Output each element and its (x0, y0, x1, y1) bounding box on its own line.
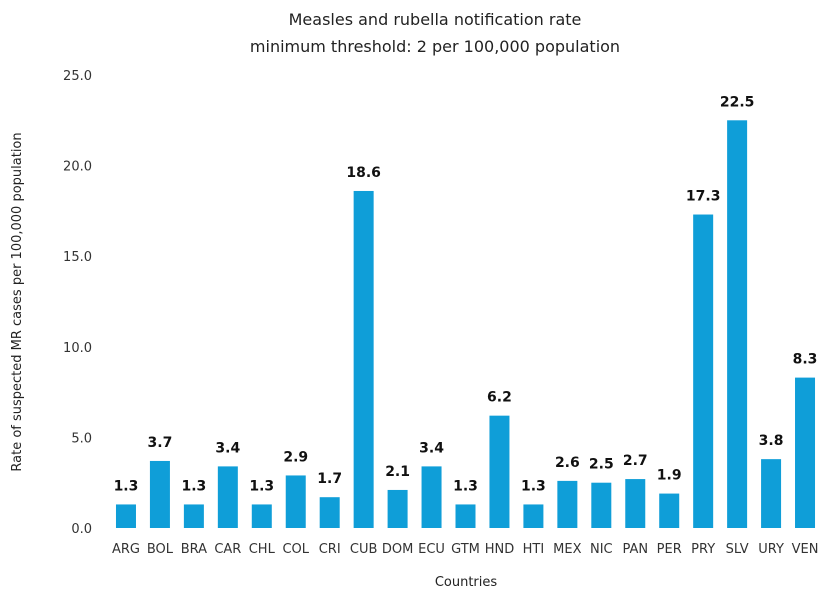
x-tick-label: URY (758, 542, 784, 557)
x-tick-label: DOM (382, 542, 413, 557)
data-label: 1.3 (521, 478, 546, 494)
data-label: 2.9 (283, 449, 308, 465)
data-label: 2.6 (555, 455, 580, 471)
y-tick-label: 20.0 (63, 160, 92, 175)
chart-subtitle: minimum threshold: 2 per 100,000 populat… (250, 37, 620, 56)
x-tick-label: NIC (590, 542, 613, 557)
x-tick-label: PAN (622, 542, 648, 557)
data-label: 1.3 (181, 478, 206, 494)
x-tick-label: VEN (792, 542, 819, 557)
x-tick-label: PRY (691, 542, 715, 557)
data-label: 1.9 (657, 468, 682, 484)
y-tick-label: 25.0 (63, 69, 92, 84)
bar-pry (693, 214, 714, 529)
data-label: 8.3 (793, 352, 818, 368)
data-label: 3.4 (215, 440, 240, 456)
bar-cub (353, 190, 374, 528)
bar-ury (761, 459, 782, 528)
x-axis-label: Countries (435, 575, 498, 590)
data-label: 2.1 (385, 464, 410, 480)
y-tick-label: 10.0 (63, 341, 92, 356)
x-tick-label: ECU (418, 542, 445, 557)
x-tick-label: CUB (350, 542, 378, 557)
bar-col (285, 475, 306, 528)
bar-gtm (455, 504, 476, 528)
x-tick-label: CHL (249, 542, 276, 557)
bar-ven (795, 377, 816, 528)
data-label: 2.7 (623, 453, 648, 469)
x-tick-label: ARG (112, 542, 140, 557)
data-label: 1.3 (249, 478, 274, 494)
data-label: 18.6 (346, 165, 381, 181)
y-axis-label: Rate of suspected MR cases per 100,000 p… (10, 132, 25, 471)
x-tick-label: SLV (726, 542, 749, 557)
bar-chl (251, 504, 272, 528)
bar-slv (727, 120, 748, 529)
y-tick-label: 15.0 (63, 250, 92, 265)
y-tick-label: 5.0 (71, 431, 92, 446)
x-tick-label: CAR (214, 542, 241, 557)
chart-title: Measles and rubella notification rate (289, 10, 582, 29)
data-label: 17.3 (686, 189, 721, 205)
y-tick-label: 0.0 (71, 522, 92, 537)
data-label: 3.8 (759, 433, 784, 449)
data-labels: 1.3 3.7 1.3 3.4 1.3 2.9 1.7 18.6 2.1 3.4 1.3 6.2 1.3… (114, 94, 818, 494)
bar-arg (115, 504, 136, 528)
data-label: 1.3 (114, 478, 139, 494)
data-label: 1.7 (317, 471, 342, 487)
data-label: 2.5 (589, 457, 614, 473)
bar-hnd (489, 415, 510, 528)
data-label: 3.4 (419, 440, 444, 456)
x-axis-ticks: ARG BOL BRA CAR CHL COL CRI CUB DOM ECU GTM HND HTI M… (112, 542, 818, 557)
bar-car (217, 466, 238, 528)
y-axis-ticks: 0.0 5.0 10.0 15.0 20.0 25.0 (63, 69, 92, 537)
data-label: 1.3 (453, 478, 478, 494)
bars (115, 120, 816, 529)
bar-bra (183, 504, 204, 528)
x-tick-label: BOL (147, 542, 174, 557)
x-tick-label: COL (282, 542, 309, 557)
bar-ecu (421, 466, 442, 528)
data-label: 22.5 (720, 94, 755, 110)
x-tick-label: BRA (181, 542, 207, 557)
data-label: 6.2 (487, 390, 512, 406)
bar-bol (149, 460, 170, 528)
bar-mex (557, 480, 578, 528)
bar-nic (591, 482, 612, 528)
x-tick-label: HND (485, 542, 515, 557)
x-tick-label: HTI (523, 542, 545, 557)
bar-cri (319, 497, 340, 528)
x-tick-label: GTM (451, 542, 480, 557)
data-label: 3.7 (148, 435, 173, 451)
bar-dom (387, 489, 408, 528)
bar-pan (625, 479, 646, 528)
x-tick-label: MEX (553, 542, 581, 557)
bar-hti (523, 504, 544, 528)
bar-per (659, 493, 680, 528)
x-tick-label: PER (657, 542, 682, 557)
x-tick-label: CRI (319, 542, 341, 557)
